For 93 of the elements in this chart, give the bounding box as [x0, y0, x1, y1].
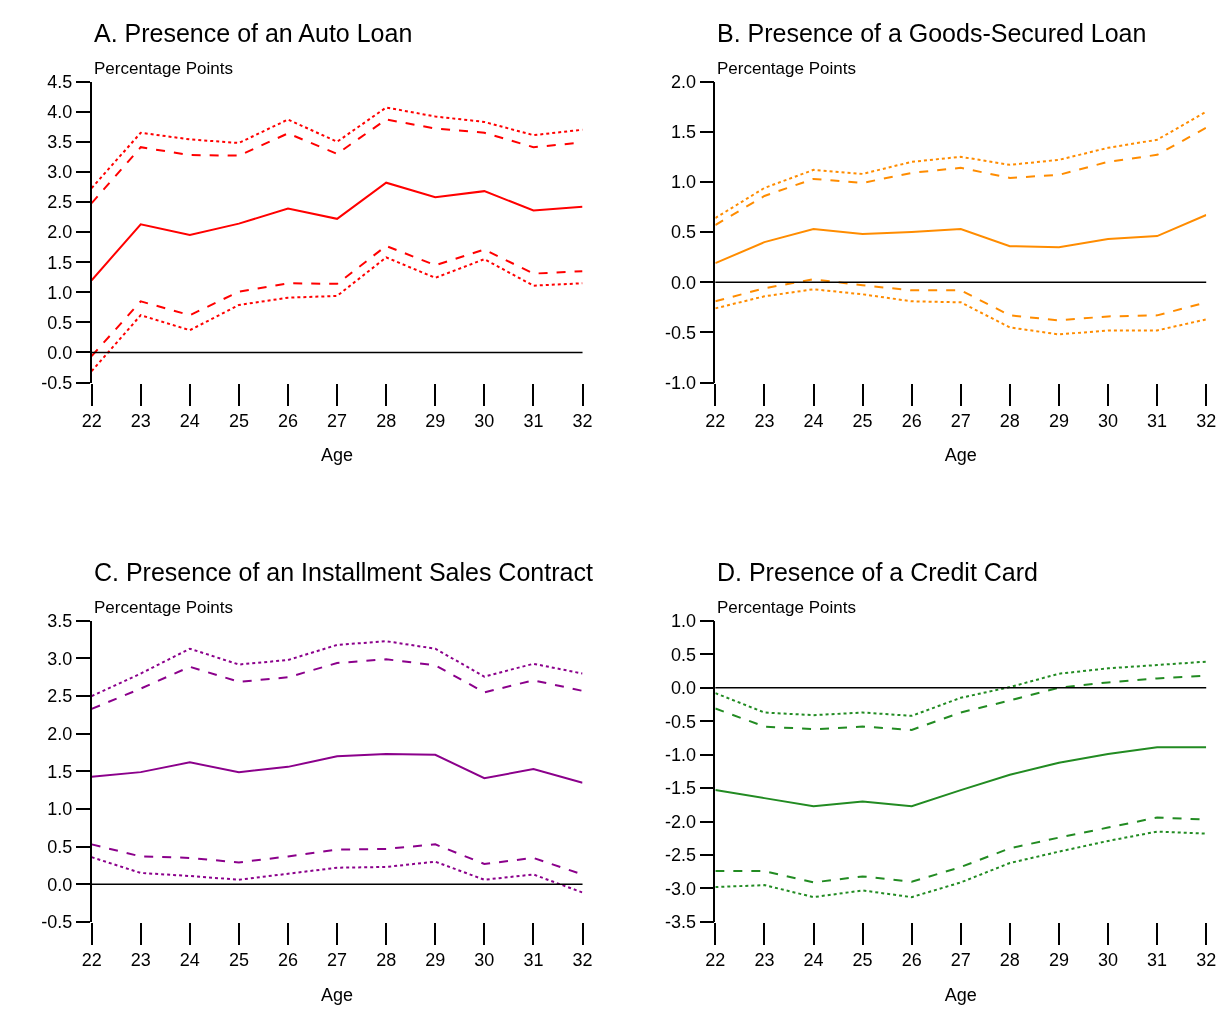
x-tick-label: 32: [1196, 950, 1217, 971]
y-tick-label: 0.0: [670, 272, 696, 293]
x-tick-label: 27: [327, 411, 348, 432]
x-tick-label: 24: [803, 411, 824, 432]
y-tick-label: 2.5: [47, 686, 73, 707]
y-tick-label: 3.5: [47, 132, 73, 153]
y-tick-label: 1.0: [670, 611, 696, 632]
x-tick-label: 22: [705, 950, 726, 971]
y-tick-label: 1.5: [47, 761, 73, 782]
x-tick-label: 29: [1048, 411, 1069, 432]
y-tick-label: 3.0: [47, 162, 73, 183]
x-tick-label: 29: [425, 411, 446, 432]
x-axis-title: Age: [321, 984, 354, 1005]
x-tick-label: 30: [1098, 411, 1119, 432]
chart-title: A. Presence of an Auto Loan: [94, 19, 413, 47]
chart-title: C. Presence of an Installment Sales Contract: [94, 558, 593, 586]
x-tick-label: 30: [474, 950, 495, 971]
x-tick-label: 28: [999, 411, 1020, 432]
y-tick-label: -3.5: [664, 912, 696, 933]
x-tick-label: 24: [179, 950, 200, 971]
y-axis-title: Percentage Points: [94, 59, 233, 78]
y-tick-label: -0.5: [41, 372, 73, 393]
x-tick-label: 22: [705, 411, 726, 432]
x-tick-label: 26: [901, 950, 922, 971]
x-tick-label: 25: [852, 411, 873, 432]
x-tick-label: 28: [999, 950, 1020, 971]
x-tick-label: 25: [228, 411, 249, 432]
x-tick-label: 28: [376, 950, 397, 971]
y-tick-label: 1.5: [47, 252, 73, 273]
y-tick-label: -1.5: [664, 778, 696, 799]
x-tick-label: 32: [572, 950, 593, 971]
y-tick-label: 2.0: [47, 724, 73, 745]
y-tick-label: 4.0: [47, 101, 73, 122]
y-axis-title: Percentage Points: [717, 59, 856, 78]
y-tick-label: 0.0: [670, 678, 696, 699]
x-axis-title: Age: [944, 984, 977, 1005]
x-tick-label: 30: [474, 411, 495, 432]
y-tick-label: 0.0: [47, 342, 73, 363]
y-tick-label: -0.5: [664, 711, 696, 732]
y-tick-label: 4.5: [47, 71, 73, 92]
x-tick-label: 31: [523, 950, 544, 971]
y-tick-label: 0.5: [47, 836, 73, 857]
x-tick-label: 31: [1147, 411, 1168, 432]
x-tick-label: 26: [277, 411, 299, 432]
x-tick-label: 31: [1147, 950, 1168, 971]
x-tick-label: 28: [376, 411, 397, 432]
x-tick-label: 26: [277, 950, 299, 971]
y-tick-label: -1.0: [664, 744, 696, 765]
y-tick-label: 1.0: [670, 172, 696, 193]
y-tick-label: 1.5: [670, 122, 696, 143]
y-tick-label: -2.0: [664, 811, 696, 832]
y-tick-label: 1.0: [47, 799, 73, 820]
y-tick-label: 0.5: [670, 644, 696, 665]
x-tick-label: 29: [425, 950, 446, 971]
y-tick-label: -0.5: [41, 912, 73, 933]
x-tick-label: 32: [572, 411, 593, 432]
x-tick-label: 23: [130, 411, 151, 432]
x-tick-label: 27: [950, 411, 971, 432]
y-tick-label: 1.0: [47, 282, 73, 303]
x-tick-label: 24: [803, 950, 824, 971]
x-tick-label: 22: [81, 411, 102, 432]
chart-title: B. Presence of a Goods-Secured Loan: [717, 19, 1147, 47]
x-tick-label: 30: [1098, 950, 1119, 971]
y-tick-label: 3.0: [47, 648, 73, 669]
x-tick-label: 23: [754, 411, 775, 432]
chart-title: D. Presence of a Credit Card: [717, 558, 1038, 586]
x-tick-label: 23: [754, 950, 775, 971]
y-tick-label: 2.0: [670, 71, 696, 92]
x-tick-label: 23: [130, 950, 151, 971]
y-axis-title: Percentage Points: [94, 598, 233, 617]
x-tick-label: 25: [228, 950, 249, 971]
x-tick-label: 22: [81, 950, 102, 971]
x-axis-title: Age: [321, 445, 354, 466]
x-axis-title: Age: [944, 445, 977, 466]
x-tick-label: 26: [901, 411, 922, 432]
y-tick-label: 2.0: [47, 222, 73, 243]
x-tick-label: 27: [327, 950, 348, 971]
x-tick-label: 31: [523, 411, 544, 432]
y-tick-label: -0.5: [664, 322, 696, 343]
x-tick-label: 32: [1196, 411, 1217, 432]
x-tick-label: 29: [1048, 950, 1069, 971]
y-tick-label: 3.5: [47, 611, 73, 632]
y-tick-label: -2.5: [664, 845, 696, 866]
y-tick-label: 2.5: [47, 192, 73, 213]
y-tick-label: -3.0: [664, 878, 696, 899]
y-axis-title: Percentage Points: [717, 598, 856, 617]
x-tick-label: 25: [852, 950, 873, 971]
x-tick-label: 24: [179, 411, 200, 432]
x-tick-label: 27: [950, 950, 971, 971]
y-tick-label: 0.5: [670, 222, 696, 243]
y-tick-label: 0.0: [47, 874, 73, 895]
y-tick-label: 0.5: [47, 312, 73, 333]
y-tick-label: -1.0: [664, 372, 696, 393]
